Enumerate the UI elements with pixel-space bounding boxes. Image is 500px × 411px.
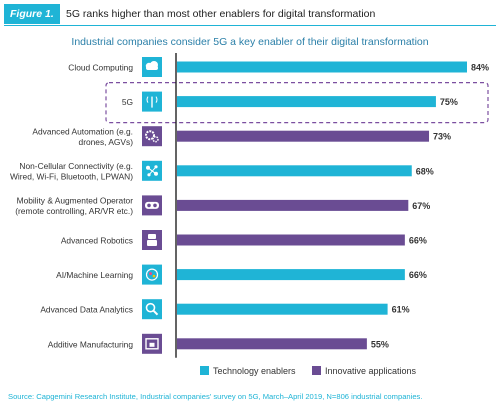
category-label: AI/Machine Learning [56, 270, 133, 280]
value-label: 67% [412, 201, 430, 211]
robot-icon [142, 230, 162, 250]
figure-header: Figure 1. 5G ranks higher than most othe… [4, 4, 496, 24]
value-label: 84% [471, 63, 489, 73]
category-label: Non-Cellular Connectivity (e.g. [19, 161, 133, 171]
legend: Technology enablers Innovative applicatio… [200, 366, 417, 376]
legend-label: Innovative applications [325, 366, 417, 376]
category-label: (remote controlling, AR/VR etc.) [15, 206, 133, 216]
analytics-icon [142, 299, 162, 320]
value-label: 55% [371, 339, 389, 349]
value-label: 73% [433, 132, 451, 142]
value-label: 66% [409, 270, 427, 280]
bar [177, 165, 412, 177]
chart-row: Mobility & Augmented Operator(remote con… [15, 195, 430, 216]
cloud-icon [142, 57, 162, 77]
category-label: Advanced Automation (e.g. [32, 126, 133, 136]
category-label: Advanced Data Analytics [40, 305, 133, 315]
chart-row: Advanced Automation (e.g.drones, AGVs) 73… [32, 126, 451, 147]
value-label: 61% [392, 305, 410, 315]
value-label: 66% [409, 236, 427, 246]
bar [177, 96, 436, 108]
value-label: 68% [416, 166, 434, 176]
category-label: Cloud Computing [68, 63, 133, 73]
chart-row: Additive Manufacturing 55% [48, 333, 389, 354]
category-label: 5G [122, 97, 133, 107]
category-label: drones, AGVs) [79, 137, 134, 147]
figure-title: 5G ranks higher than most other enablers… [66, 8, 376, 20]
category-label: Wired, Wi-Fi, Bluetooth, LPWAN) [10, 172, 133, 182]
vr-headset-icon [142, 195, 162, 216]
legend-swatch [312, 366, 321, 375]
chart-row: Advanced Data Analytics 61% [40, 299, 410, 320]
value-label: 75% [440, 97, 458, 107]
printer-3d-icon [142, 333, 162, 354]
category-label: Advanced Robotics [61, 236, 133, 246]
bar [177, 338, 367, 350]
antenna-icon [142, 91, 162, 112]
category-label: Mobility & Augmented Operator [17, 196, 134, 206]
bar [177, 130, 430, 142]
chart-title: Industrial companies consider 5G a key e… [71, 36, 428, 48]
category-label: Additive Manufacturing [48, 339, 134, 349]
network-icon [142, 160, 162, 181]
chart-row: 5G 75% [122, 91, 458, 112]
chart-row: AI/Machine Learning 66% [56, 264, 427, 285]
ai-icon [142, 264, 162, 285]
chart-row: Non-Cellular Connectivity (e.g.Wired, Wi… [10, 160, 434, 182]
bar [177, 61, 467, 73]
legend-label: Technology enablers [213, 366, 296, 376]
header-divider [4, 25, 496, 26]
gears-icon [142, 126, 162, 147]
chart-row: Cloud Computing 84% [68, 57, 489, 77]
bar [177, 199, 409, 211]
bar [177, 234, 405, 246]
chart-row: Advanced Robotics 66% [61, 230, 427, 250]
legend-swatch [200, 366, 209, 375]
source-note: Source: Capgemini Research Institute, In… [8, 392, 423, 401]
bar [177, 269, 405, 281]
figure-label: Figure 1. [4, 4, 60, 24]
bar [177, 303, 388, 315]
